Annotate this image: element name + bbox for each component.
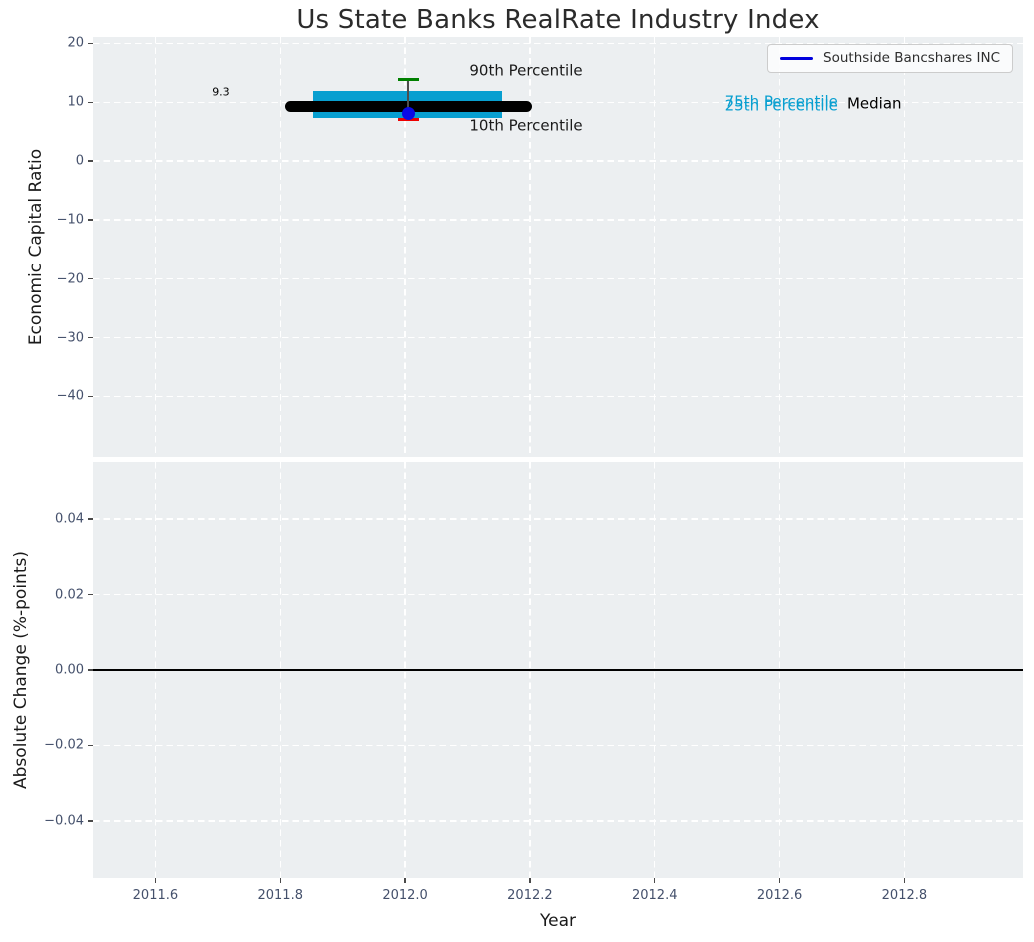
y-tick-label: 0.02	[55, 587, 84, 602]
x-tick-label: 2012.8	[881, 888, 928, 903]
y-tick-label: −40	[56, 388, 84, 404]
x-tick-label: 2011.8	[257, 888, 303, 903]
whisker-line	[407, 79, 409, 120]
y-tick-mark	[88, 669, 93, 671]
grid-line-vertical	[778, 37, 781, 457]
x-tick-label: 2012.2	[507, 888, 553, 903]
y-tick-label: −10	[56, 212, 84, 228]
legend-line-sample	[780, 56, 814, 60]
x-tick-label: 2012.4	[631, 888, 678, 903]
grid-line-vertical	[529, 37, 531, 457]
x-tick-mark	[778, 878, 781, 883]
x-tick-label: 2011.6	[132, 888, 179, 903]
grid-line-vertical	[903, 37, 906, 457]
zero-line	[93, 669, 1023, 671]
y-tick-label: 0	[75, 153, 84, 169]
y-tick-label: 0.00	[55, 662, 84, 678]
legend-label: Southside Bancshares INC	[823, 50, 1000, 66]
y-tick-label: −0.02	[44, 737, 84, 753]
grid-line-horizontal	[93, 42, 1023, 45]
grid-line-horizontal	[93, 336, 1023, 339]
x-tick-label: 2012.0	[382, 888, 428, 903]
y-tick-mark	[88, 518, 93, 520]
grid-line-horizontal	[93, 278, 1023, 280]
grid-line-vertical	[154, 37, 157, 457]
y-tick-mark	[88, 160, 93, 162]
y-tick-label: 0.04	[55, 511, 84, 527]
top-y-axis-label: Economic Capital Ratio	[26, 148, 46, 346]
annotation-median: Median	[846, 94, 902, 113]
y-tick-mark	[88, 219, 93, 221]
legend: Southside Bancshares INC	[767, 44, 1013, 73]
chart-title: Us State Banks RealRate Industry Index	[296, 5, 820, 35]
grid-line-horizontal	[93, 395, 1023, 398]
annotation-90th-percentile: 90th Percentile	[469, 61, 583, 80]
grid-line-horizontal	[93, 820, 1023, 822]
y-tick-mark	[88, 42, 93, 45]
x-tick-mark	[529, 878, 531, 883]
y-tick-mark	[88, 744, 93, 747]
grid-line-horizontal	[93, 744, 1023, 747]
grid-line-vertical	[654, 37, 656, 457]
y-tick-mark	[88, 593, 93, 596]
annotation-10th-percentile: 10th Percentile	[469, 116, 583, 135]
grid-line-horizontal	[93, 219, 1023, 221]
y-tick-label: −30	[56, 330, 84, 346]
annotation-9-3: 9.3	[212, 85, 230, 99]
x-tick-mark	[654, 878, 656, 883]
grid-line-vertical	[279, 37, 281, 457]
top-plot-area: Southside Bancshares INC 9.3 90th Percent…	[93, 37, 1023, 457]
grid-line-horizontal	[93, 593, 1023, 596]
y-tick-mark	[88, 820, 93, 822]
y-tick-label: −0.04	[44, 813, 84, 829]
x-tick-mark	[404, 878, 406, 883]
x-axis-label: Year	[540, 911, 576, 931]
bottom-plot-area	[93, 462, 1023, 878]
grid-line-vertical	[404, 37, 406, 457]
annotation-75th-percentile: 75th Percentile	[724, 92, 838, 111]
x-tick-label: 2012.6	[756, 888, 803, 903]
x-tick-mark	[154, 878, 157, 883]
grid-line-horizontal	[93, 518, 1023, 520]
y-tick-mark	[88, 395, 93, 398]
grid-line-horizontal	[93, 101, 1023, 103]
y-tick-mark	[88, 101, 93, 103]
bottom-y-axis-label: Absolute Change (%-points)	[11, 551, 31, 789]
y-tick-label: 10	[67, 94, 84, 110]
x-tick-mark	[903, 878, 906, 883]
p90-cap	[397, 78, 419, 82]
x-tick-mark	[279, 878, 281, 883]
annotation-25th-percentile: 25th Percentile	[724, 96, 838, 115]
y-tick-label: −20	[56, 271, 84, 287]
y-tick-mark	[88, 278, 93, 280]
y-tick-label: 20	[67, 35, 84, 51]
y-tick-mark	[88, 336, 93, 339]
grid-line-horizontal	[93, 160, 1023, 162]
company-data-point	[401, 107, 415, 121]
